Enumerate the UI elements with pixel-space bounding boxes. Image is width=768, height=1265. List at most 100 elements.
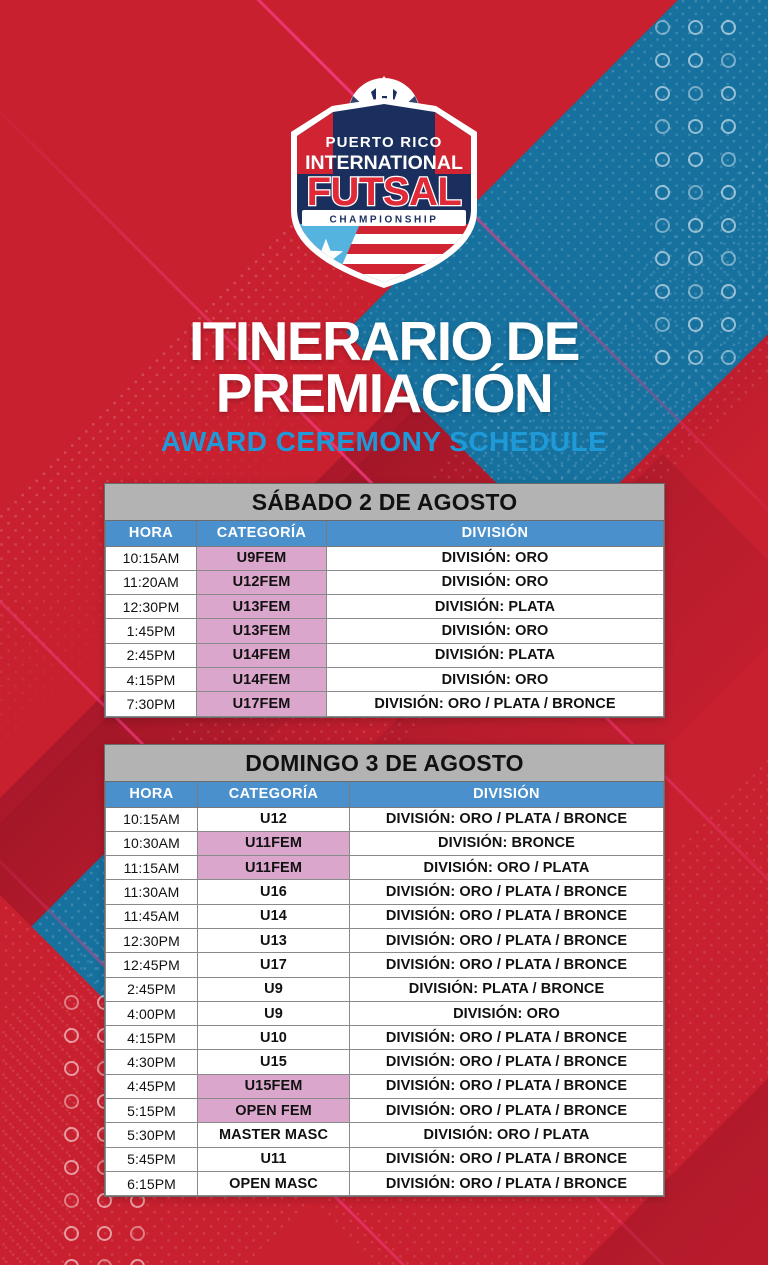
decorative-ring-icon — [721, 284, 736, 299]
day-title-saturday: SÁBADO 2 DE AGOSTO — [105, 484, 664, 521]
table-row: 5:15PM OPEN FEM DIVISIÓN: ORO / PLATA / BR… — [105, 1098, 664, 1124]
cell-division: DIVISIÓN: ORO / PLATA / BRONCE — [349, 806, 664, 832]
cell-division: DIVISIÓN: ORO — [349, 1000, 664, 1027]
cell-division: DIVISIÓN: PLATA — [326, 642, 664, 668]
cell-hora: 5:15PM — [105, 1098, 198, 1124]
decorative-ring-icon — [130, 1259, 145, 1265]
cell-categoria: U12 — [197, 806, 350, 832]
cell-hora: 12:30PM — [105, 594, 197, 620]
cell-division: DIVISIÓN: ORO — [326, 618, 664, 644]
table-row: 10:15AM U9FEM DIVISIÓN: ORO — [105, 545, 664, 571]
decorative-ring-icon — [688, 218, 703, 233]
page-subtitle: AWARD CEREMONY SCHEDULE — [160, 426, 608, 457]
cell-hora: 10:15AM — [105, 545, 197, 571]
decorative-ring-icon — [721, 86, 736, 101]
table-row: 10:15AM U12 DIVISIÓN: ORO / PLATA / BRONCE — [105, 806, 664, 832]
decorative-ring-icon — [655, 152, 670, 167]
logo-wordmark: FUTSAL — [307, 170, 462, 214]
decorative-ring-icon — [688, 53, 703, 68]
logo-line-bottom: CHAMPIONSHIP — [330, 215, 439, 226]
cell-division: DIVISIÓN: ORO / PLATA / BRONCE — [326, 691, 664, 717]
cell-categoria: U15 — [197, 1049, 350, 1075]
table-row: 12:30PM U13FEM DIVISIÓN: PLATA — [105, 594, 664, 620]
table-row: 4:00PM U9 DIVISIÓN: ORO — [105, 1000, 664, 1027]
cell-categoria: U11 — [197, 1146, 350, 1172]
cell-division: DIVISIÓN: ORO — [326, 545, 664, 571]
decorative-ring-icon — [688, 251, 703, 266]
schedule-table-saturday: SÁBADO 2 DE AGOSTO HORA CATEGORÍA DIVISI… — [104, 483, 665, 718]
decorative-ring-icon — [721, 251, 736, 266]
decorative-ring-icon — [97, 1259, 112, 1265]
cell-categoria: OPEN MASC — [197, 1170, 350, 1197]
cell-division: DIVISIÓN: PLATA — [326, 594, 664, 620]
cell-division: DIVISIÓN: ORO / PLATA / BRONCE — [349, 903, 664, 929]
decorative-ring-icon — [64, 1193, 79, 1208]
table-row: 4:15PM U10 DIVISIÓN: ORO / PLATA / BRONCE — [105, 1025, 664, 1051]
decorative-ring-icon — [130, 1226, 145, 1241]
table-row: 10:30AM U11FEM DIVISIÓN: BRONCE — [105, 830, 664, 857]
cell-categoria: U11FEM — [197, 855, 350, 881]
decorative-ring-icon — [655, 218, 670, 233]
cell-categoria: U10 — [197, 1025, 350, 1051]
cell-division: DIVISIÓN: ORO / PLATA / BRONCE — [349, 879, 664, 905]
cell-hora: 11:45AM — [105, 903, 198, 929]
cell-hora: 10:30AM — [105, 830, 198, 857]
schedule-grid-saturday: HORA CATEGORÍA DIVISIÓN 10:15AM U9FEM DIVI… — [105, 521, 664, 717]
cell-categoria: OPEN FEM — [197, 1098, 350, 1124]
table-row: 7:30PM U17FEM DIVISIÓN: ORO / PLATA / BRON… — [105, 691, 664, 717]
futsal-championship-logo: PUERTO RICO INTERNATIONAL FUTSAL CHAMPIO… — [275, 74, 493, 289]
page-title: ITINERARIO DE PREMIACIÓN AWARD CEREMONY … — [0, 314, 768, 458]
decorative-ring-icon — [721, 152, 736, 167]
decorative-ring-icon — [688, 284, 703, 299]
cell-hora: 10:15AM — [105, 806, 198, 832]
table-row: 12:45PM U17 DIVISIÓN: ORO / PLATA / BRONCE — [105, 952, 664, 978]
cell-categoria: U14FEM — [196, 666, 327, 693]
cell-hora: 5:30PM — [105, 1122, 198, 1148]
cell-division: DIVISIÓN: ORO / PLATA / BRONCE — [349, 927, 664, 954]
decorative-ring-icon — [655, 119, 670, 134]
table-row: 12:30PM U13 DIVISIÓN: ORO / PLATA / BRONCE — [105, 927, 664, 954]
cell-division: DIVISIÓN: PLATA / BRONCE — [349, 976, 664, 1002]
cell-hora: 7:30PM — [105, 691, 197, 717]
table-row: 4:30PM U15 DIVISIÓN: ORO / PLATA / BRONCE — [105, 1049, 664, 1075]
decorative-ring-icon — [64, 1094, 79, 1109]
column-header-hora: HORA — [105, 521, 197, 547]
cell-division: DIVISIÓN: ORO / PLATA / BRONCE — [349, 1098, 664, 1124]
table-row: 2:45PM U14FEM DIVISIÓN: PLATA — [105, 642, 664, 668]
decorative-ring-icon — [655, 20, 670, 35]
cell-hora: 2:45PM — [105, 976, 198, 1002]
cell-hora: 1:45PM — [105, 618, 197, 644]
cell-categoria: U9 — [197, 976, 350, 1002]
cell-hora: 4:15PM — [105, 666, 197, 693]
logo-line-top: PUERTO RICO — [325, 134, 442, 151]
cell-division: DIVISIÓN: ORO / PLATA / BRONCE — [349, 1073, 664, 1100]
decorative-ring-icon — [64, 1160, 79, 1175]
table-row: 1:45PM U13FEM DIVISIÓN: ORO — [105, 618, 664, 644]
table-row: 2:45PM U9 DIVISIÓN: PLATA / BRONCE — [105, 976, 664, 1002]
table-header-row: HORA CATEGORÍA DIVISIÓN — [105, 782, 664, 808]
cell-categoria: U16 — [197, 879, 350, 905]
cell-hora: 6:15PM — [105, 1170, 198, 1197]
table-row: 5:30PM MASTER MASC DIVISIÓN: ORO / PLATA — [105, 1122, 664, 1148]
column-header-categoria: CATEGORÍA — [197, 782, 350, 808]
cell-hora: 4:15PM — [105, 1025, 198, 1051]
cell-categoria: U11FEM — [197, 830, 350, 857]
cell-division: DIVISIÓN: ORO / PLATA / BRONCE — [349, 1049, 664, 1075]
decorative-ring-icon — [688, 20, 703, 35]
cell-categoria: U12FEM — [196, 569, 327, 596]
schedule-grid-sunday: HORA CATEGORÍA DIVISIÓN 10:15AM U12 DIVISI… — [105, 782, 664, 1197]
table-row: 4:15PM U14FEM DIVISIÓN: ORO — [105, 666, 664, 693]
cell-division: DIVISIÓN: ORO — [326, 666, 664, 693]
table-row: 11:45AM U14 DIVISIÓN: ORO / PLATA / BRONCE — [105, 903, 664, 929]
table-row: 11:15AM U11FEM DIVISIÓN: ORO / PLATA — [105, 855, 664, 881]
cell-hora: 4:00PM — [105, 1000, 198, 1027]
column-header-hora: HORA — [105, 782, 198, 808]
decorative-ring-icon — [64, 1028, 79, 1043]
table-row: 4:45PM U15FEM DIVISIÓN: ORO / PLATA / BRON… — [105, 1073, 664, 1100]
cell-hora: 4:45PM — [105, 1073, 198, 1100]
cell-division: DIVISIÓN: ORO — [326, 569, 664, 596]
cell-division: DIVISIÓN: ORO / PLATA — [349, 855, 664, 881]
title-line-2: PREMIACIÓN — [215, 362, 554, 424]
decorative-ring-icon — [64, 1226, 79, 1241]
cell-division: DIVISIÓN: ORO / PLATA — [349, 1122, 664, 1148]
